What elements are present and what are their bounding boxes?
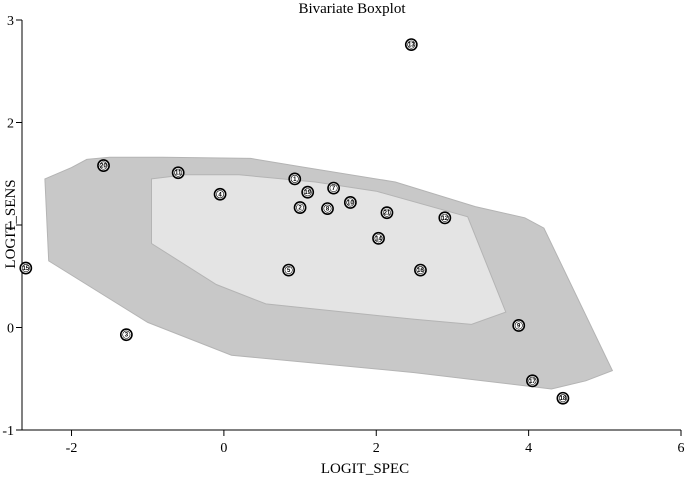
y-tick-label: 0 <box>7 322 14 337</box>
inner-region-hinge <box>151 174 507 325</box>
point-marker-ring <box>382 208 391 217</box>
regions-layer <box>44 156 614 390</box>
point-marker-ring <box>528 376 537 385</box>
data-point-15: 15 <box>19 261 33 275</box>
data-point-5: 5 <box>282 263 296 277</box>
data-point-11: 11 <box>171 166 185 180</box>
data-point-3: 3 <box>119 328 133 342</box>
point-label: 3 <box>125 333 129 339</box>
data-point-2: 2 <box>293 201 307 214</box>
point-marker-ring <box>290 174 299 183</box>
data-point-21: 21 <box>380 206 394 220</box>
data-point-7: 7 <box>327 181 340 195</box>
y-tick-label: 1 <box>7 219 14 234</box>
point-label: 8 <box>326 207 330 213</box>
data-point-16: 16 <box>414 263 427 277</box>
point-label: 5 <box>287 268 291 274</box>
point-marker-ring <box>374 234 383 243</box>
point-marker-ring <box>99 161 108 170</box>
data-point-13: 13 <box>404 38 418 51</box>
y-tick-label: -1 <box>2 424 14 439</box>
point-label: 13 <box>408 43 415 49</box>
point-label: 18 <box>560 396 567 402</box>
point-marker-ring <box>122 330 131 339</box>
point-label: 2 <box>298 206 302 212</box>
point-marker-ring <box>407 40 416 49</box>
point-marker-ring <box>514 321 523 330</box>
point-marker-ring <box>174 168 183 177</box>
point-label: 10 <box>347 200 354 206</box>
x-tick-label: 6 <box>678 441 685 456</box>
data-point-8: 8 <box>321 202 334 215</box>
x-axis-title: LOGIT_SPEC <box>321 461 409 477</box>
point-label: 7 <box>332 186 336 192</box>
data-point-18: 18 <box>556 391 570 405</box>
chart-title: Bivariate Boxplot <box>298 1 406 17</box>
data-point-12: 12 <box>438 211 452 225</box>
point-marker-ring <box>416 266 425 275</box>
data-point-9: 9 <box>512 319 526 332</box>
point-label: 12 <box>441 216 448 222</box>
point-marker-ring <box>558 394 567 403</box>
point-marker-ring <box>346 198 355 207</box>
point-label: 11 <box>175 171 182 177</box>
point-label: 1 <box>293 177 297 183</box>
point-label: 9 <box>517 323 521 329</box>
point-label: 17 <box>529 379 536 385</box>
data-point-4: 4 <box>213 187 227 201</box>
data-point-1: 1 <box>288 172 302 186</box>
point-marker-ring <box>329 184 338 193</box>
point-marker-ring <box>323 204 332 213</box>
y-axis-title: LOGIT_SENS <box>3 179 19 268</box>
point-label: 21 <box>384 211 391 217</box>
x-tick-label: 0 <box>220 441 227 456</box>
data-point-10: 10 <box>343 196 357 209</box>
point-label: 15 <box>22 266 29 272</box>
point-marker-ring <box>21 264 30 273</box>
data-point-14: 14 <box>372 231 385 245</box>
y-tick-label: 2 <box>7 117 14 132</box>
point-label: 14 <box>375 236 382 242</box>
data-point-20: 20 <box>97 159 110 172</box>
point-label: 16 <box>417 268 424 274</box>
data-point-17: 17 <box>526 374 539 388</box>
x-tick-label: 2 <box>373 441 380 456</box>
x-tick-label: 4 <box>525 441 532 456</box>
point-marker-ring <box>284 266 293 275</box>
point-label: 20 <box>100 164 107 170</box>
point-label: 4 <box>218 192 222 198</box>
point-marker-ring <box>296 203 305 212</box>
x-tick-label: -2 <box>66 441 78 456</box>
point-marker-ring <box>216 190 225 199</box>
point-label: 19 <box>304 190 311 196</box>
y-tick-label: 3 <box>7 14 14 29</box>
point-marker-ring <box>440 213 449 222</box>
point-marker-ring <box>303 188 312 197</box>
data-point-19: 19 <box>301 185 315 199</box>
